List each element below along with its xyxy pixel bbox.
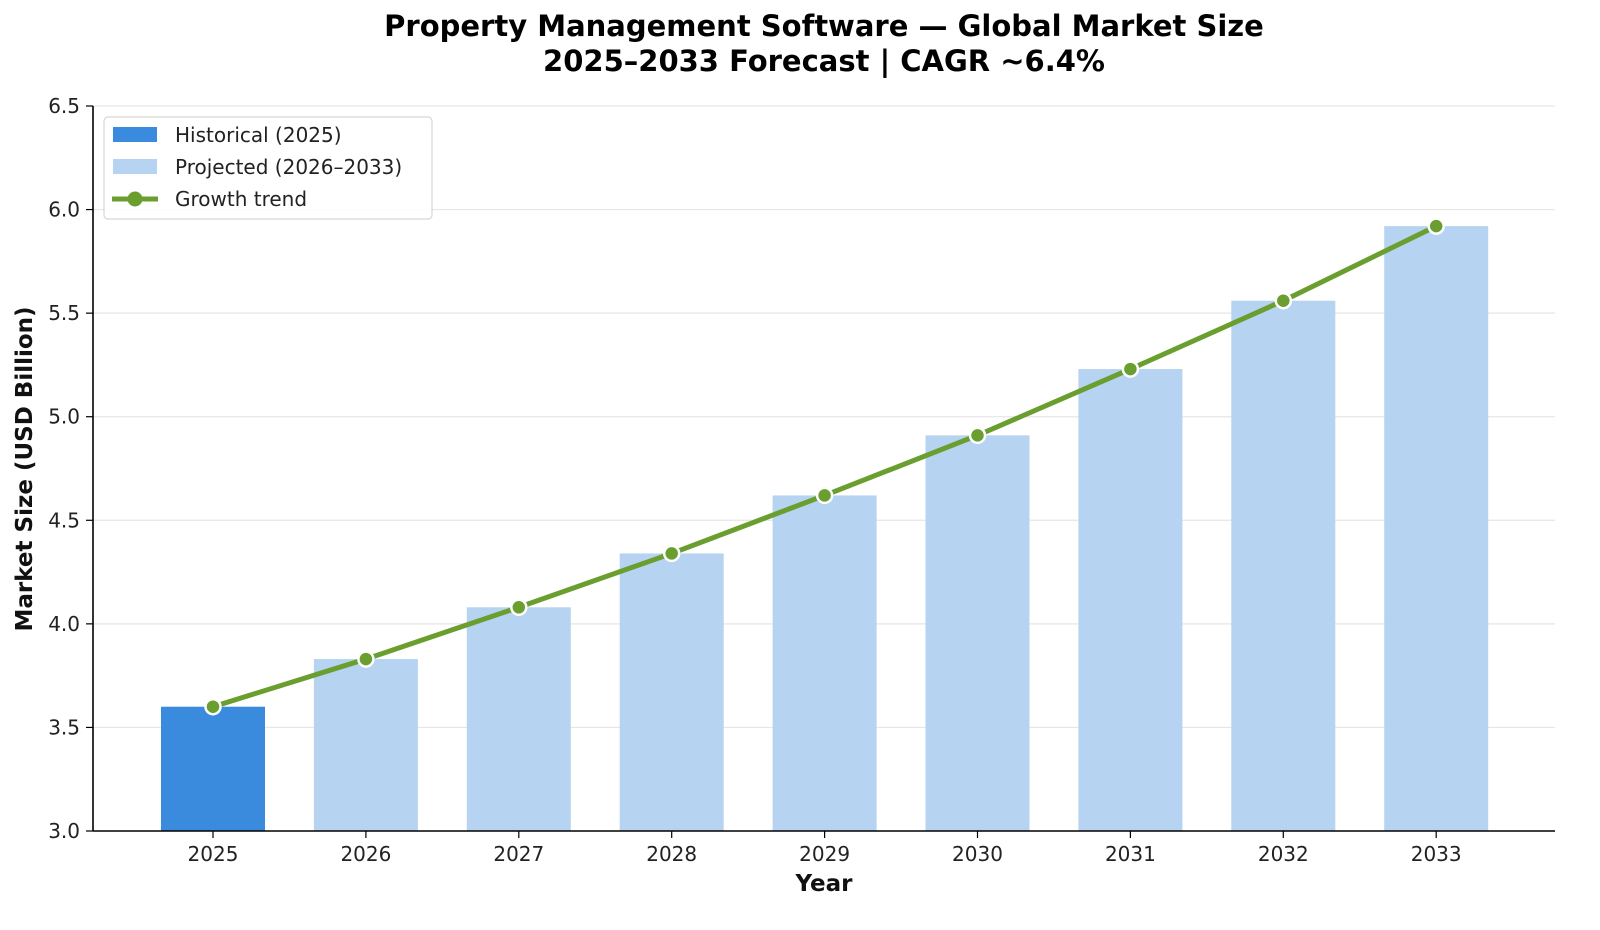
growth-point-2031 bbox=[1121, 360, 1140, 378]
x-axis-label: Year bbox=[794, 871, 853, 897]
bar-projected-2031 bbox=[1078, 369, 1183, 831]
bar-projected-2030 bbox=[925, 435, 1030, 831]
bar-projected-2027 bbox=[466, 607, 571, 831]
chart-subtitle: 2025–2033 Forecast | CAGR ~6.4% bbox=[543, 44, 1105, 78]
bar-projected-2033 bbox=[1384, 226, 1489, 832]
x-tick-label: 2032 bbox=[1258, 842, 1309, 866]
legend-swatch-growth-dot bbox=[127, 191, 143, 207]
growth-point-2033 bbox=[1427, 217, 1445, 235]
x-tick-label: 2028 bbox=[646, 842, 697, 866]
y-tick-label: 5.5 bbox=[48, 301, 80, 325]
x-tick-label: 2027 bbox=[493, 842, 544, 866]
legend-label-historical: Historical (2025) bbox=[175, 123, 342, 147]
legend-frame bbox=[103, 116, 433, 220]
x-tick-label: 2026 bbox=[340, 842, 391, 866]
legend-label-growth-trend: Growth trend bbox=[175, 187, 307, 211]
chart-title: Property Management Software — Global Ma… bbox=[384, 9, 1264, 43]
x-tick-label: 2030 bbox=[952, 842, 1003, 866]
bar-projected-2026 bbox=[313, 659, 418, 831]
legend: Historical (2025) Projected (2026–2033) … bbox=[103, 116, 433, 220]
growth-point-2025 bbox=[204, 697, 222, 716]
legend-swatch-historical bbox=[113, 127, 157, 142]
legend-swatch-projected bbox=[113, 159, 157, 174]
bar-historical-2025 bbox=[161, 706, 265, 831]
y-tick-label: 4.5 bbox=[48, 508, 80, 532]
legend-item-projected: Projected (2026–2033) bbox=[113, 155, 402, 179]
y-tick-label: 6.0 bbox=[48, 198, 80, 222]
legend-label-projected: Projected (2026–2033) bbox=[175, 155, 402, 179]
bar-projected-2032 bbox=[1231, 300, 1336, 831]
x-tick-label: 2031 bbox=[1105, 842, 1156, 866]
legend-item-growth-trend: Growth trend bbox=[112, 187, 307, 211]
bar-projected-2029 bbox=[772, 495, 877, 831]
y-tick-label: 4.0 bbox=[48, 612, 80, 636]
growth-point-2030 bbox=[968, 426, 987, 445]
y-tick-label: 5.0 bbox=[48, 405, 80, 429]
legend-item-historical: Historical (2025) bbox=[113, 123, 342, 147]
growth-point-2028 bbox=[662, 544, 681, 563]
growth-point-2032 bbox=[1274, 291, 1293, 310]
bar-projected-2028 bbox=[619, 553, 724, 831]
growth-point-2026 bbox=[357, 650, 375, 668]
x-tick-label: 2029 bbox=[799, 842, 850, 866]
x-tick-label: 2025 bbox=[188, 842, 239, 866]
y-tick-label: 3.5 bbox=[48, 715, 80, 739]
x-tick-label: 2033 bbox=[1411, 842, 1462, 866]
growth-point-2027 bbox=[510, 598, 528, 617]
axes: 3.0 3.5 4.0 4.5 5.0 5.5 6.0 6.5 2025 2026 2027 2028… bbox=[48, 94, 1555, 866]
growth-trend-line bbox=[204, 217, 1445, 716]
y-tick-label: 6.5 bbox=[48, 94, 80, 118]
y-tick-label: 3.0 bbox=[48, 819, 80, 843]
bars bbox=[161, 226, 1489, 832]
growth-point-2029 bbox=[815, 486, 834, 505]
y-axis-label: Market Size (USD Billion) bbox=[12, 306, 38, 631]
